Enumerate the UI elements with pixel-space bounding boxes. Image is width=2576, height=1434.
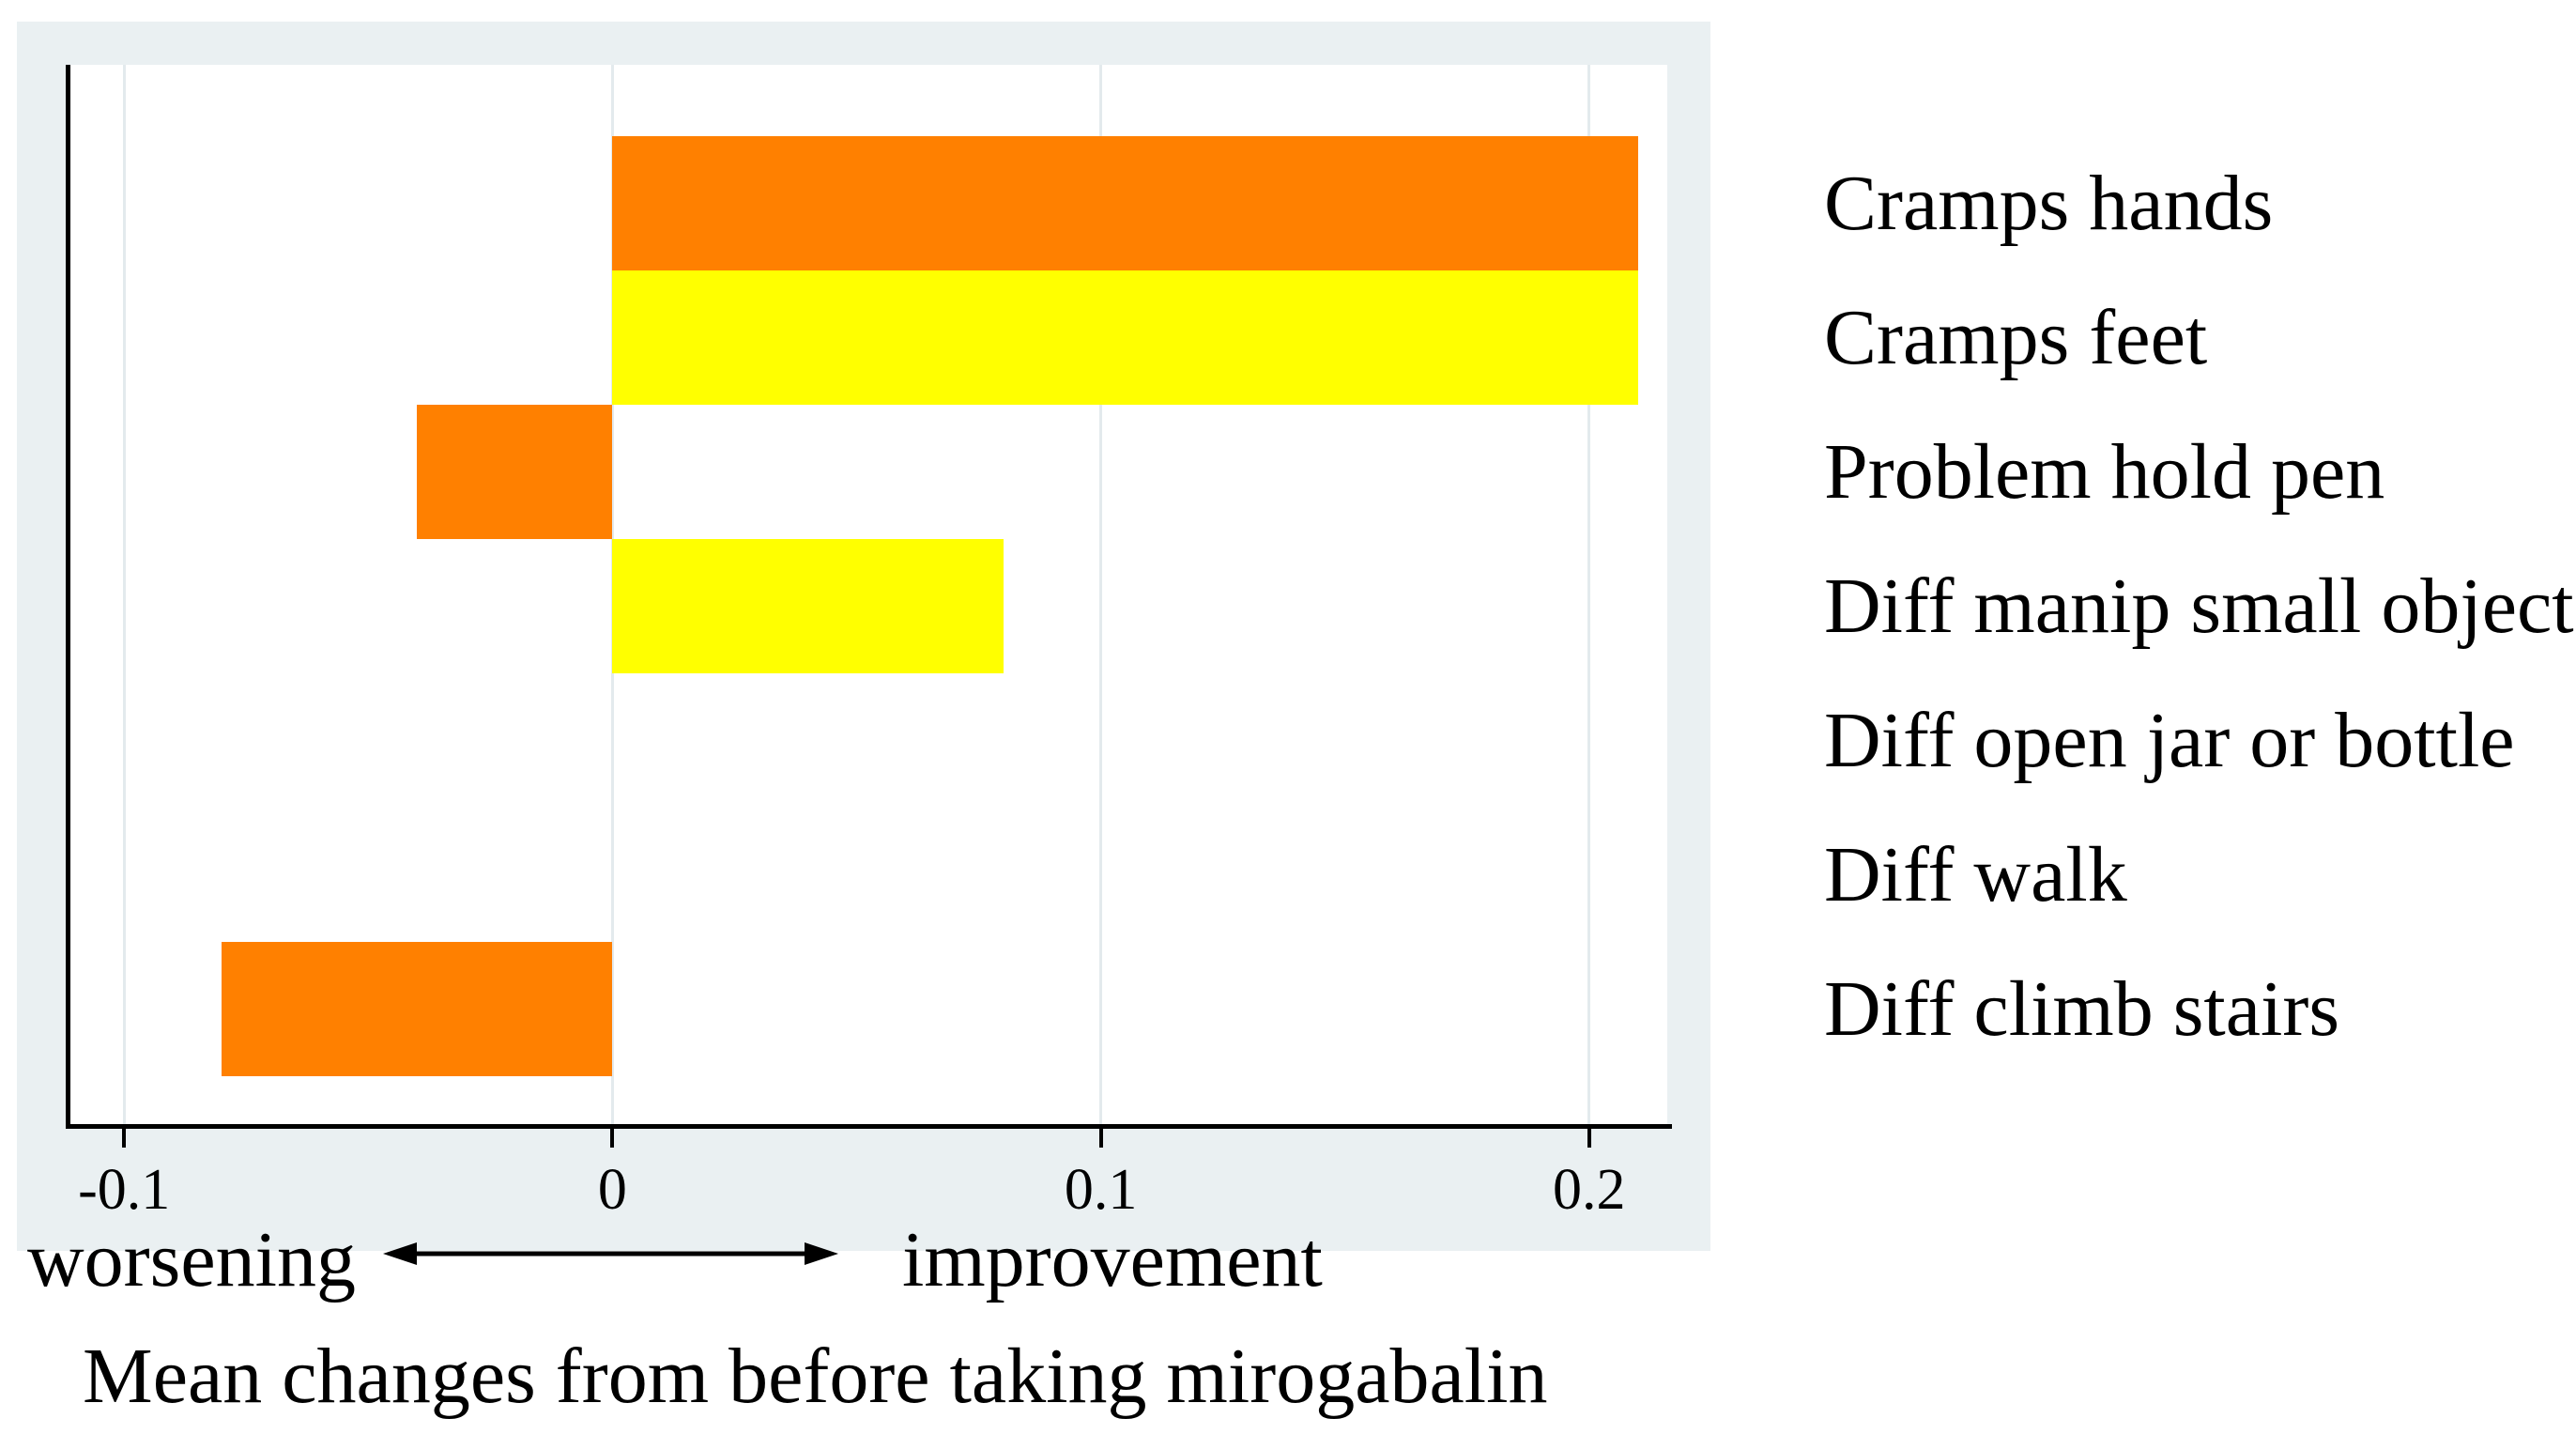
chart-title: Mean changes from before taking mirogaba… bbox=[83, 1333, 1548, 1420]
category-label: Diff climb stairs bbox=[1824, 964, 2340, 1053]
x-tick bbox=[122, 1129, 127, 1148]
x-tick-label: 0.2 bbox=[1553, 1158, 1626, 1222]
improvement-label: improvement bbox=[902, 1216, 1323, 1303]
x-tick-label: 0 bbox=[597, 1158, 627, 1222]
category-label: Problem hold pen bbox=[1824, 427, 2385, 516]
x-axis-line bbox=[66, 1124, 1672, 1129]
category-label: Cramps hands bbox=[1824, 159, 2274, 247]
bar bbox=[612, 136, 1638, 270]
x-tick-label: -0.1 bbox=[78, 1158, 171, 1222]
plot-area bbox=[70, 65, 1667, 1124]
bar bbox=[417, 405, 613, 539]
worsening-improvement-arrow-icon bbox=[383, 1242, 838, 1265]
x-tick bbox=[1098, 1129, 1103, 1148]
worsening-label: worsening bbox=[27, 1216, 356, 1303]
x-tick bbox=[1587, 1129, 1591, 1148]
bar bbox=[612, 270, 1638, 405]
bar bbox=[222, 942, 613, 1076]
category-label: Cramps feet bbox=[1824, 293, 2208, 381]
category-label: Diff manip small object bbox=[1824, 562, 2574, 650]
y-axis-line bbox=[66, 65, 70, 1129]
x-tick bbox=[610, 1129, 615, 1148]
gridline bbox=[122, 65, 126, 1124]
gridline bbox=[1587, 65, 1591, 1124]
bar bbox=[612, 539, 1004, 673]
gridline bbox=[1099, 65, 1103, 1124]
category-label: Diff walk bbox=[1824, 830, 2127, 918]
category-label: Diff open jar or bottle bbox=[1824, 696, 2515, 784]
x-tick-label: 0.1 bbox=[1064, 1158, 1138, 1222]
